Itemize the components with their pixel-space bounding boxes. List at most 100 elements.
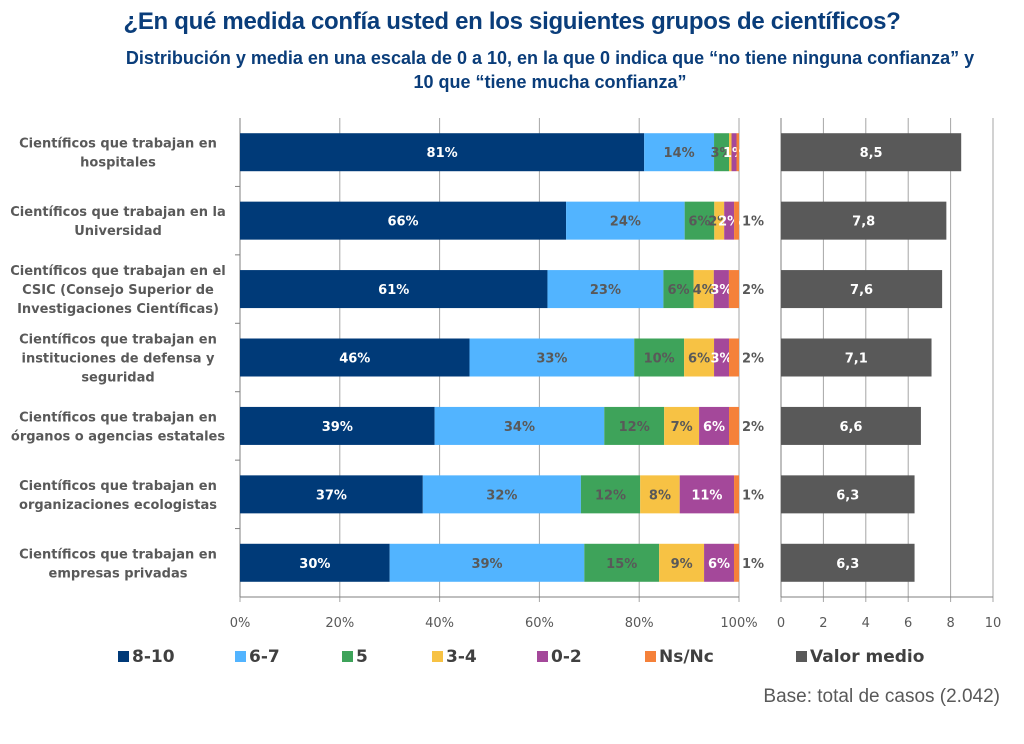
category-label-line: Científicos que trabajan en — [19, 137, 217, 152]
segment-data-label: 8% — [649, 488, 671, 503]
segment-data-label: 24% — [610, 215, 641, 230]
segment-data-label: 10% — [644, 352, 675, 367]
legend-item: Valor medio — [796, 647, 924, 667]
mean-data-label: 7,6 — [850, 283, 873, 298]
legend-item: 3-4 — [432, 647, 477, 667]
segment-data-label: 1% — [742, 557, 764, 572]
bar-segment-5 — [584, 543, 660, 582]
stacked-bar-row: 30% 39% 15% 9% 6% 1% — [240, 543, 764, 582]
segment-data-label: 39% — [322, 420, 353, 435]
mean-x-tick-label: 10 — [985, 616, 1002, 631]
segment-data-label: 81% — [427, 146, 458, 161]
bar-segment-810 — [240, 338, 470, 377]
category-label-line: órganos o agencias estatales — [11, 429, 225, 444]
mean-bar — [781, 338, 932, 377]
x-tick-label: 0% — [230, 616, 251, 631]
segment-data-label: 33% — [536, 352, 567, 367]
bar-segment-67 — [644, 133, 715, 172]
legend-label: 0-2 — [551, 647, 582, 667]
bar-segment-02 — [704, 543, 735, 582]
bar-segment-810 — [240, 270, 548, 309]
chart-subtitle: Distribución y media en una escala de 0 … — [125, 48, 975, 92]
bar-segment-34 — [664, 406, 700, 445]
stacked-bar-row: 66% 24% 6%2%2% 1% — [240, 201, 764, 240]
mean-data-label: 6,3 — [836, 488, 859, 503]
bar-segment-67 — [389, 543, 585, 582]
segment-data-label: 1% — [742, 215, 764, 230]
bar-segment-02 — [713, 270, 729, 309]
segment-data-label: 4% — [693, 283, 715, 298]
segment-data-label: 30% — [299, 557, 330, 572]
mean-bar — [781, 201, 947, 240]
category-label-line: CSIC (Consejo Superior de — [22, 283, 214, 298]
category-label: Científicos que trabajan en la Universida… — [10, 205, 226, 239]
bar-segment-02 — [724, 201, 735, 240]
mean-x-tick-label: 2 — [819, 616, 827, 631]
segment-data-label: 66% — [387, 215, 418, 230]
bar-segment-nsnc — [736, 133, 739, 172]
bar-segment-nsnc — [728, 270, 739, 309]
legend-item: 6-7 — [235, 647, 280, 667]
bar-segment-34 — [693, 270, 714, 309]
bar-segment-5 — [663, 270, 694, 309]
segment-data-label: 2% — [742, 420, 764, 435]
bar-segment-nsnc — [734, 475, 739, 514]
bar-segment-67 — [469, 338, 635, 377]
bar-segment-02 — [714, 338, 730, 377]
legend-swatch — [537, 651, 548, 662]
segment-data-label: 3% — [710, 146, 732, 161]
category-label-line: Científicos que trabajan en — [19, 547, 217, 562]
legend-item: 5 — [342, 647, 368, 667]
bar-segment-67 — [422, 475, 581, 514]
x-tick-label: 40% — [425, 616, 454, 631]
mean-data-label: 6,6 — [839, 420, 862, 435]
mean-data-label: 8,5 — [860, 146, 883, 161]
segment-data-label: 9% — [671, 557, 693, 572]
bar-segment-5 — [684, 201, 715, 240]
bar-segment-67 — [434, 406, 605, 445]
stacked-bar-row: 46% 33% 10% 6% 3% 2% — [240, 338, 764, 377]
mean-x-tick-label: 0 — [777, 616, 785, 631]
base-note: Base: total de casos (2.042) — [763, 686, 1000, 707]
category-label-line: Universidad — [74, 224, 162, 239]
bar-segment-34 — [659, 543, 705, 582]
segment-data-label: 61% — [378, 283, 409, 298]
x-tick-label: 80% — [625, 616, 654, 631]
legend-item: 0-2 — [537, 647, 582, 667]
bar-segment-02 — [679, 475, 735, 514]
segment-data-label: 6% — [708, 557, 730, 572]
category-label: Científicos que trabajan en organizacione… — [19, 479, 217, 513]
stacked-bar-row: 39% 34% 12% 7% 6% 2% — [240, 406, 764, 445]
category-label-line: Científicos que trabajan en el — [10, 264, 226, 279]
legend-item: 8-10 — [118, 647, 175, 667]
stacked-bar-row: 81% 14% 3%1% — [240, 133, 745, 172]
segment-data-label: 46% — [339, 352, 370, 367]
mean-bar — [781, 543, 915, 582]
mean-bar — [781, 475, 915, 514]
legend-label: 3-4 — [446, 647, 477, 667]
bar-segment-67 — [547, 270, 664, 309]
segment-data-label: 12% — [595, 488, 626, 503]
bar-segment-5 — [580, 475, 641, 514]
mean-x-tick-label: 8 — [946, 616, 954, 631]
segment-data-label: 3% — [710, 283, 732, 298]
segment-data-label: 15% — [606, 557, 637, 572]
category-label-line: Científicos que trabajan en — [19, 410, 217, 425]
segment-data-label: 14% — [664, 146, 695, 161]
category-label-line: Científicos que trabajan en — [19, 333, 217, 348]
legend-swatch — [432, 651, 443, 662]
mean-x-tick-label: 6 — [904, 616, 912, 631]
mean-data-label: 7,8 — [852, 215, 875, 230]
segment-data-label: 6% — [688, 352, 710, 367]
legend-label: Valor medio — [810, 647, 924, 667]
segment-data-label: 32% — [486, 488, 517, 503]
legend-swatch — [645, 651, 656, 662]
bar-segment-810 — [240, 406, 435, 445]
mean-x-tick-label: 4 — [862, 616, 870, 631]
category-label: Científicos que trabajan en órganos o age… — [11, 410, 225, 444]
segment-data-label: 6% — [667, 283, 689, 298]
category-label: Científicos que trabajan en empresas priv… — [19, 547, 217, 581]
category-label: Científicos que trabajan en hospitales — [19, 137, 217, 171]
bar-segment-5 — [714, 133, 730, 172]
